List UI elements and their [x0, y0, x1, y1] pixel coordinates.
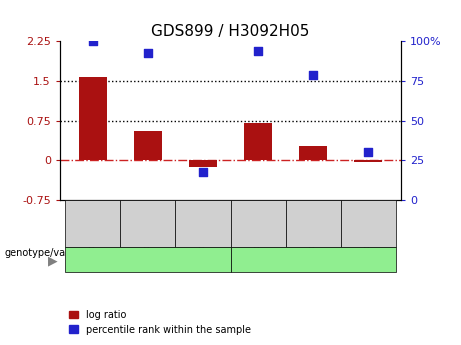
Legend: log ratio, percentile rank within the sample: log ratio, percentile rank within the sa… — [65, 306, 255, 338]
Text: GSM21282: GSM21282 — [364, 199, 372, 248]
Bar — [355, 160, 382, 162]
Bar — [134, 131, 162, 160]
Text: wild type: wild type — [123, 254, 173, 264]
Point — [144, 50, 152, 55]
Text: ▶: ▶ — [48, 254, 58, 267]
Point — [199, 169, 207, 174]
Bar — [299, 146, 327, 160]
Point — [309, 72, 317, 78]
Text: genotype/variation: genotype/variation — [5, 248, 97, 258]
Text: GSM21273: GSM21273 — [308, 199, 318, 248]
Text: GSM21276: GSM21276 — [143, 199, 153, 248]
Text: AQP1-/-: AQP1-/- — [292, 254, 334, 264]
Point — [89, 39, 97, 44]
Text: GSM21266: GSM21266 — [89, 199, 97, 248]
Point — [254, 48, 262, 54]
Bar — [189, 160, 217, 167]
Text: GSM21279: GSM21279 — [199, 199, 207, 248]
Title: GDS899 / H3092H05: GDS899 / H3092H05 — [151, 24, 310, 39]
Bar — [79, 77, 106, 160]
Point — [364, 150, 372, 155]
Bar — [244, 124, 272, 160]
Text: GSM21270: GSM21270 — [254, 199, 262, 248]
